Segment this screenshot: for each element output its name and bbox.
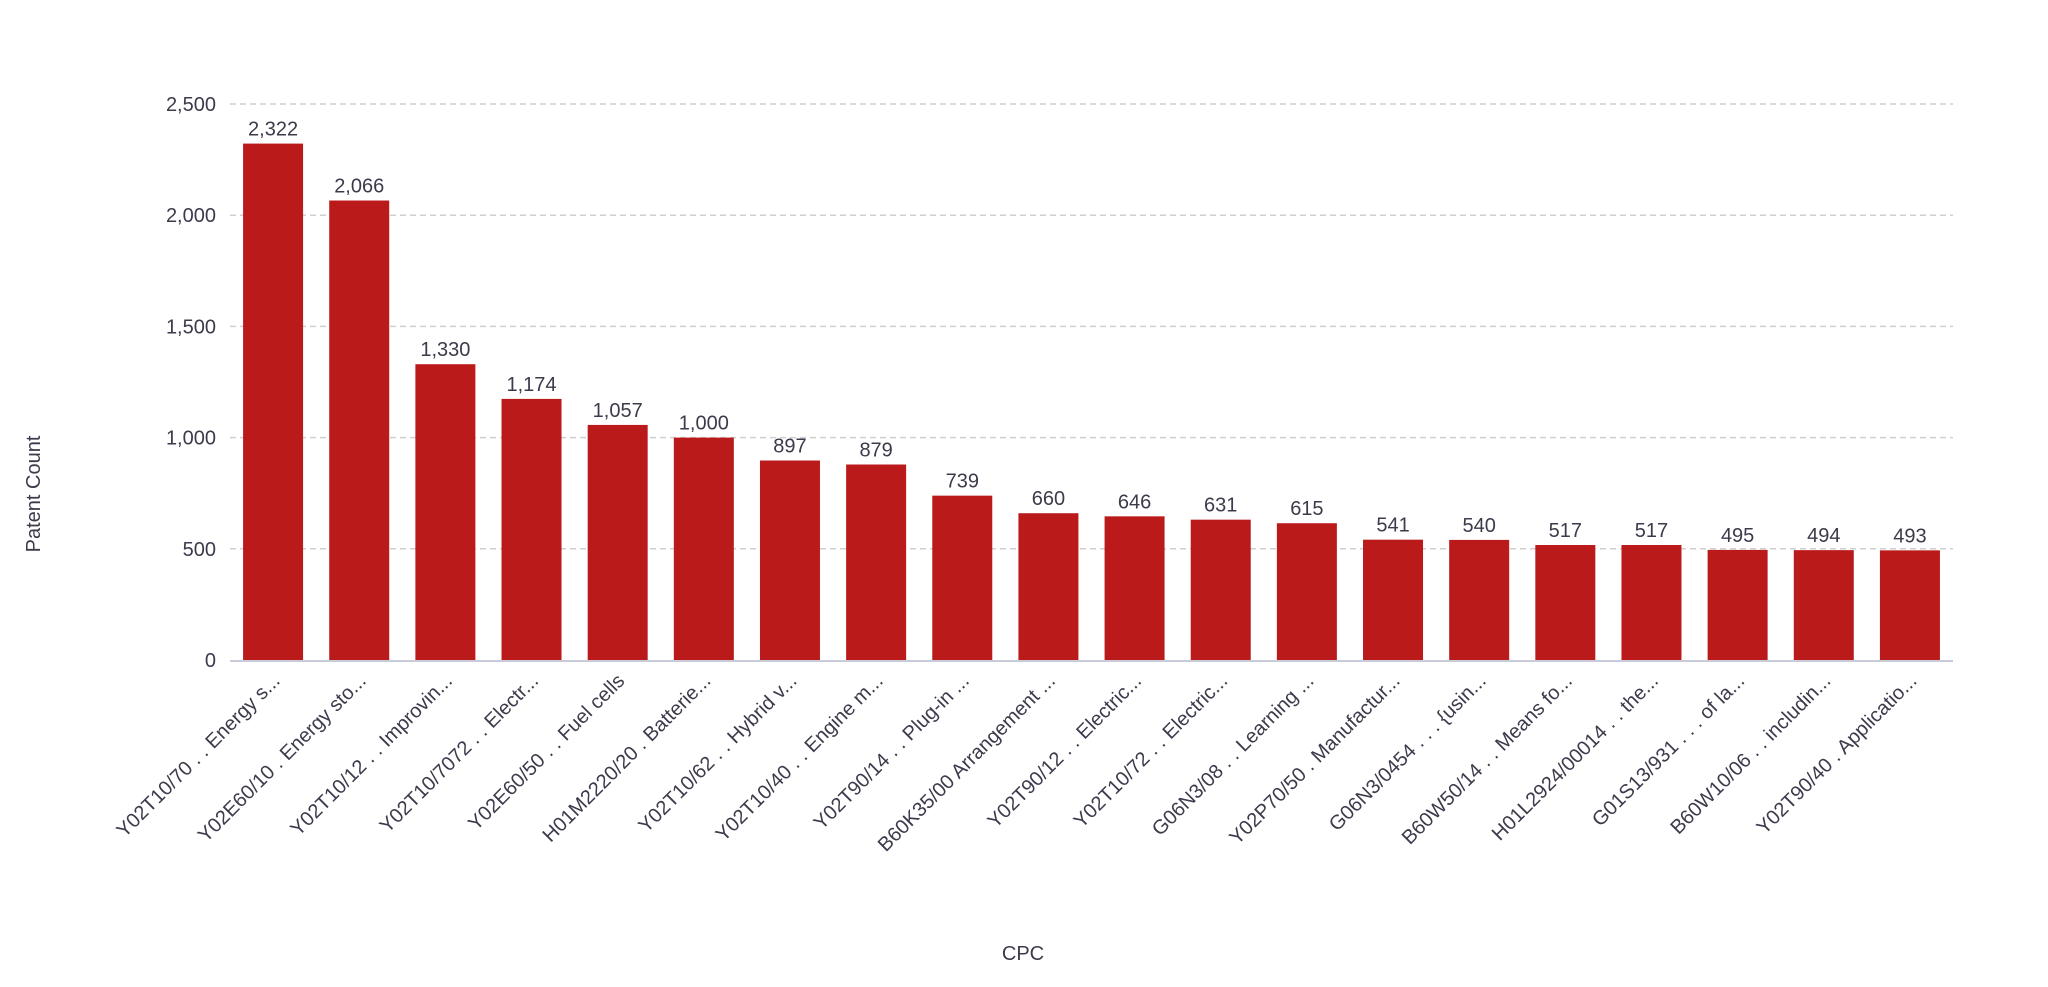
bar[interactable] xyxy=(1191,520,1251,660)
data-label: 2,322 xyxy=(248,119,298,141)
bar[interactable] xyxy=(329,201,389,660)
bar[interactable] xyxy=(1794,550,1854,660)
bar[interactable] xyxy=(415,364,475,660)
y-axis-title: Patent Count xyxy=(23,435,45,552)
y-tick-label: 2,500 xyxy=(166,94,216,116)
x-tick-label: G01S13/931 . . . of la... xyxy=(1588,670,1749,831)
data-label: 494 xyxy=(1807,525,1840,547)
bar[interactable] xyxy=(1535,545,1595,660)
x-tick-label: Y02T10/40 . . Engine m... xyxy=(712,670,888,846)
bar[interactable] xyxy=(502,399,562,660)
x-tick-label: Y02T10/12 . . Improvin... xyxy=(286,670,456,840)
y-tick-label: 1,000 xyxy=(166,428,216,450)
x-tick-label: G06N3/08 . . Learning ... xyxy=(1148,670,1318,840)
data-label: 1,000 xyxy=(679,413,729,435)
data-label: 1,330 xyxy=(420,339,470,361)
data-label: 1,174 xyxy=(506,374,556,396)
bar[interactable] xyxy=(588,425,648,660)
data-label: 660 xyxy=(1032,488,1065,510)
y-tick-label: 2,000 xyxy=(166,205,216,227)
bar[interactable] xyxy=(1621,545,1681,660)
x-tick-label: Y02T90/14 . . Plug-in ... xyxy=(810,670,974,834)
bar[interactable] xyxy=(674,438,734,660)
x-tick-label: Y02T10/7072 . . Electr... xyxy=(376,670,543,837)
x-tick-label: B60K35/00 Arrangement ... xyxy=(874,670,1060,856)
x-tick-label: B60W10/06 . . includin... xyxy=(1666,670,1835,839)
y-axis-ticks: 0 500 1,000 1,500 2,000 2,500 xyxy=(166,94,216,672)
x-tick-label: Y02T90/12 . . Electric... xyxy=(984,670,1147,833)
bar[interactable] xyxy=(932,496,992,660)
bar[interactable] xyxy=(1708,550,1768,660)
data-label: 541 xyxy=(1376,515,1409,537)
x-axis-ticks: Y02T10/70 . . Energy s...Y02E60/10 . Ene… xyxy=(113,670,1922,856)
bar[interactable] xyxy=(1363,540,1423,660)
data-label: 897 xyxy=(773,436,806,458)
x-tick-label: Y02T10/70 . . Energy s... xyxy=(113,670,285,842)
x-tick-label: H01L2924/00014 . . the... xyxy=(1488,670,1663,845)
bar[interactable] xyxy=(1277,523,1337,660)
data-labels: 2,322 2,066 1,330 1,174 1,057 1,000 897 879 739 6… xyxy=(248,119,1927,548)
data-label: 646 xyxy=(1118,491,1151,513)
x-tick-label: Y02E60/50 . . Fuel cells xyxy=(464,670,629,835)
data-label: 493 xyxy=(1893,525,1926,547)
data-label: 879 xyxy=(859,440,892,462)
bar[interactable] xyxy=(846,465,906,660)
data-label: 517 xyxy=(1549,520,1582,542)
bar[interactable] xyxy=(1880,550,1940,660)
data-label: 631 xyxy=(1204,495,1237,517)
x-axis-title: CPC xyxy=(1002,943,1044,965)
bars xyxy=(243,144,1940,660)
x-tick-label: B60W50/14 . . Means fo... xyxy=(1398,670,1577,849)
bar[interactable] xyxy=(1449,540,1509,660)
data-label: 2,066 xyxy=(334,176,384,198)
y-tick-label: 1,500 xyxy=(166,316,216,338)
x-tick-label: H01M2220/20 . Batterie... xyxy=(539,670,716,847)
x-tick-label: Y02T90/40 . Applicatio... xyxy=(1753,670,1922,839)
data-label: 517 xyxy=(1635,520,1668,542)
gridlines xyxy=(230,104,1953,549)
data-label: 540 xyxy=(1462,515,1495,537)
x-tick-label: Y02T10/72 . . Electric... xyxy=(1070,670,1233,833)
data-label: 739 xyxy=(946,471,979,493)
x-tick-label: Y02E60/10 . Energy sto... xyxy=(194,670,371,847)
bar[interactable] xyxy=(760,461,820,660)
data-label: 1,057 xyxy=(593,400,643,422)
x-tick-label: Y02T10/62 . . Hybrid v... xyxy=(635,670,802,837)
x-tick-label: Y02P70/50 . Manufactur... xyxy=(1225,670,1404,849)
data-label: 495 xyxy=(1721,525,1754,547)
bar[interactable] xyxy=(1018,513,1078,660)
bar[interactable] xyxy=(1105,516,1165,660)
y-tick-label: 500 xyxy=(183,539,216,561)
y-tick-label: 0 xyxy=(205,650,216,672)
x-tick-label: G06N3/0454 . . . {usin... xyxy=(1325,670,1491,836)
bar[interactable] xyxy=(243,144,303,660)
data-label: 615 xyxy=(1290,498,1323,520)
